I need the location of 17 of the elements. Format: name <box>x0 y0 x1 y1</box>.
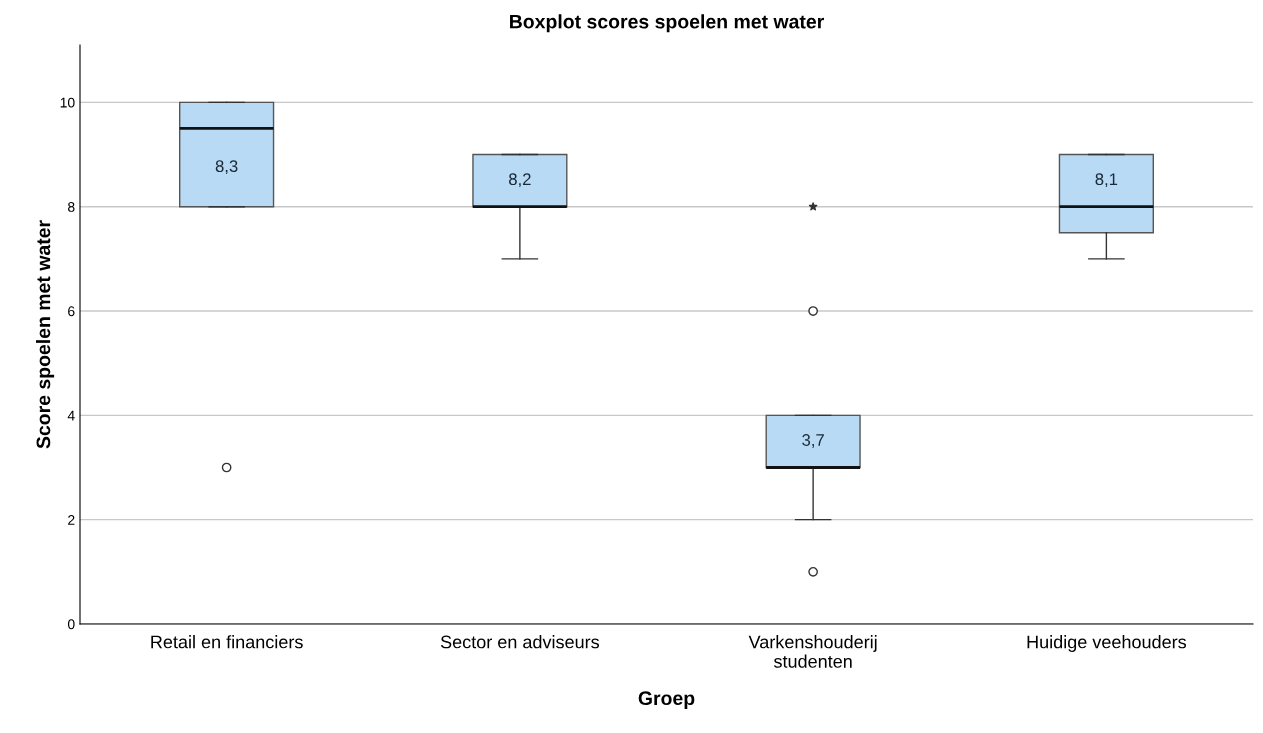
y-tick-label: 4 <box>67 410 75 421</box>
y-tick-label: 8 <box>68 202 75 212</box>
annotation: 3,7 <box>802 434 824 448</box>
chart-title: Boxplot scores spoelen met water <box>510 14 824 33</box>
x-tick-label: Sector en adviseurs <box>440 635 600 649</box>
annotation: 8,3 <box>215 160 238 175</box>
y-tick-label: 0 <box>67 619 75 630</box>
y-tick-label: 2 <box>68 515 75 525</box>
x-tick-label: Huidige veehouders <box>1027 635 1187 652</box>
y-tick-label: 10 <box>60 97 75 108</box>
y-tick-label: 6 <box>68 306 75 317</box>
x-tick-label: Varkenshouderij studenten <box>748 635 877 668</box>
annotation: 8,1 <box>1095 173 1118 188</box>
x-tick-label: Retail en financiers <box>151 635 303 649</box>
annotation: 8,2 <box>509 173 531 188</box>
x-axis-title: Groep <box>638 691 695 709</box>
y-axis-title: Score spoelen met water <box>36 220 55 449</box>
